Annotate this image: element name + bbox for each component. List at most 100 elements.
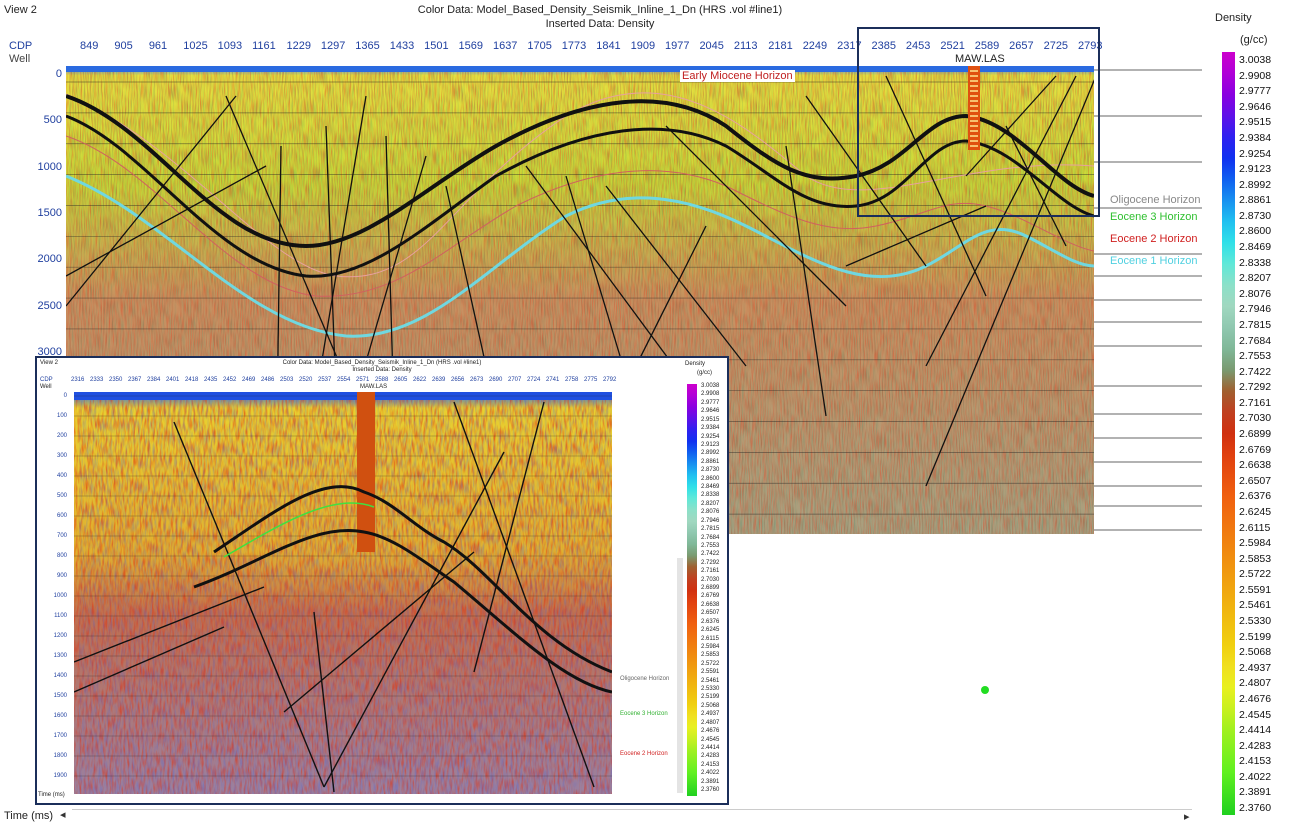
colorbar-tick-label: 2.4807 (1239, 677, 1272, 690)
colorbar-tick-label: 2.6376 (1239, 490, 1272, 503)
inset-cdp-tick-label: 2452 (223, 377, 237, 383)
time-tick-label: 2500 (37, 299, 62, 312)
inset-colorbar-title: Density (685, 361, 706, 367)
colorbar-tick-label: 3.0038 (1239, 54, 1272, 66)
inset-time-label: Time (ms) (38, 792, 65, 798)
inset-colorbar-tick-label: 2.4937 (701, 711, 720, 718)
inset-cdp-tick-label: 2622 (413, 377, 427, 383)
inset-colorbar-tick-label: 2.8861 (701, 458, 720, 465)
inset-colorbar-tick-label: 2.4545 (701, 736, 720, 743)
cdp-tick-label: 2589 (974, 40, 1000, 52)
colorbar-gradient (1222, 52, 1235, 815)
cdp-tick-label: 1433 (389, 40, 415, 52)
inset-time-tick-label: 1900 (53, 773, 67, 779)
colorbar-tick-label: 2.9515 (1239, 116, 1272, 129)
inset-well-log-column (357, 392, 375, 552)
inset-cdp-tick-label: 2707 (508, 377, 522, 383)
cdp-tick-label: 1093 (217, 40, 243, 52)
colorbar-tick-label: 2.8992 (1239, 178, 1272, 191)
inset-cdp-tick-label: 2554 (337, 377, 351, 383)
colorbar-tick-label: 2.7030 (1239, 412, 1272, 425)
inset-time-tick-label: 400 (56, 473, 67, 479)
inset-horizon-label-eocene2: Eocene 2 Horizon (620, 751, 668, 757)
inset-time-tick-label: 1200 (53, 633, 67, 639)
colorbar-tick-label: 2.8207 (1239, 272, 1272, 285)
cdp-tick-label: 1365 (355, 40, 380, 52)
inset-cdp-tick-label: 2469 (242, 377, 256, 383)
time-tick-label: 3000 (37, 345, 62, 358)
inset-colorbar-tick-label: 2.5984 (701, 643, 720, 650)
time-tick-label: 1000 (37, 160, 62, 173)
inset-colorbar-tick-label: 2.5722 (701, 660, 720, 667)
cdp-tick-label: 2453 (905, 40, 931, 52)
inset-horizon-green (223, 502, 375, 558)
horizon-label-early-miocene: Early Miocene Horizon (680, 70, 795, 82)
inset-cdp-tick-label: 2520 (299, 377, 313, 383)
horizon-label-oligocene: Oligocene Horizon (1110, 194, 1201, 206)
cdp-tick-label: 2385 (871, 40, 896, 52)
inset-cdp-tick-label: 2673 (470, 377, 484, 383)
inset-cdp-tick-label: 2724 (527, 377, 541, 383)
inset-colorbar-tick-label: 2.5199 (701, 694, 720, 701)
colorbar-tick-label: 2.5722 (1239, 568, 1272, 581)
cdp-tick-label: 1297 (320, 40, 346, 52)
cdp-tick-label: 2793 (1078, 40, 1103, 52)
inset-time-tick-label: 1700 (53, 733, 67, 739)
horizontal-scrollbar[interactable] (72, 809, 1192, 824)
inset-colorbar-tick-label: 2.8469 (701, 484, 720, 490)
inset-colorbar-tick-label: 2.7030 (701, 576, 720, 583)
inset-seismic-section[interactable] (74, 392, 612, 794)
inset-cdp-tick-label: 2571 (356, 377, 370, 383)
time-tick-label: 2000 (37, 253, 62, 266)
inset-cdp-tick-label: 2486 (261, 377, 275, 383)
colorbar-tick-label: 2.7422 (1239, 365, 1272, 378)
scroll-left-arrow-icon[interactable]: ◂ (60, 809, 66, 821)
colorbar-tick-label: 2.6507 (1239, 474, 1272, 487)
colorbar-tick-label: 2.9123 (1239, 163, 1272, 176)
inset-colorbar-tick-label: 2.9384 (701, 425, 720, 432)
inset-time-tick-label: 1600 (53, 713, 67, 719)
inset-vertical-scrollbar[interactable] (677, 558, 683, 793)
inset-colorbar-tick-label: 2.6115 (701, 635, 719, 642)
colorbar-tick-label: 2.8600 (1239, 225, 1272, 238)
inset-time-tick-label: 1800 (53, 753, 67, 759)
inset-time-tick-label: 800 (56, 553, 67, 559)
inset-colorbar-tick-label: 2.6507 (701, 610, 720, 617)
inset-time-tick-label: 1500 (53, 693, 67, 699)
inset-colorbar-tick-label: 2.8338 (701, 492, 720, 499)
inset-time-tick-label: 700 (56, 533, 67, 539)
inset-colorbar-tick-label: 2.7422 (701, 551, 720, 558)
inset-cdp-label: CDP (40, 377, 53, 383)
cdp-tick-label: 1501 (424, 40, 449, 52)
scroll-right-arrow-icon[interactable]: ▸ (1184, 811, 1190, 823)
colorbar-tick-label: 2.4022 (1239, 770, 1272, 783)
colorbar-tick-label: 2.7946 (1239, 303, 1272, 316)
inset-cdp-tick-label: 2333 (90, 377, 104, 383)
inset-cdp-tick-label: 2401 (166, 377, 180, 383)
zoom-selection-box[interactable] (857, 27, 1100, 217)
inset-colorbar-tick-label: 2.6769 (701, 593, 720, 600)
colorbar-tick-label: 2.5853 (1239, 552, 1272, 565)
inset-colorbar-tick-label: 2.7161 (701, 568, 720, 575)
inset-cdp-tick-label: 2775 (584, 377, 598, 383)
inset-colorbar-tick-label: 2.4283 (701, 753, 720, 760)
cdp-tick-label: 2725 (1043, 40, 1069, 52)
colorbar-tick-label: 2.6638 (1239, 459, 1272, 472)
colorbar-tick-label: 2.7292 (1239, 381, 1272, 394)
colorbar-tick-label: 2.4283 (1239, 739, 1272, 752)
colorbar-tick-label: 2.5199 (1239, 630, 1272, 643)
well-axis-label: Well (9, 53, 31, 65)
cdp-tick-label: 1637 (492, 40, 518, 52)
top-band (66, 66, 1094, 72)
inset-colorbar-tick-label: 2.3891 (701, 778, 720, 785)
colorbar-tick-label: 2.5591 (1239, 583, 1272, 596)
inset-colorbar-tick-label: 2.5068 (701, 702, 720, 709)
colorbar-tick-label: 2.5461 (1239, 599, 1272, 612)
inset-time-tick-label: 900 (56, 573, 67, 579)
inset-horizon-label-oligocene: Oligocene Horizon (620, 676, 670, 682)
colorbar-tick-label: 2.4937 (1239, 661, 1272, 674)
horizon-eocene1-line (66, 174, 1094, 338)
horizon-leader-lines (1094, 69, 1202, 531)
colorbar-tick-label: 2.9384 (1239, 131, 1272, 144)
zoomed-inset-view[interactable]: View 2 Color Data: Model_Based_Density_S… (35, 356, 729, 805)
